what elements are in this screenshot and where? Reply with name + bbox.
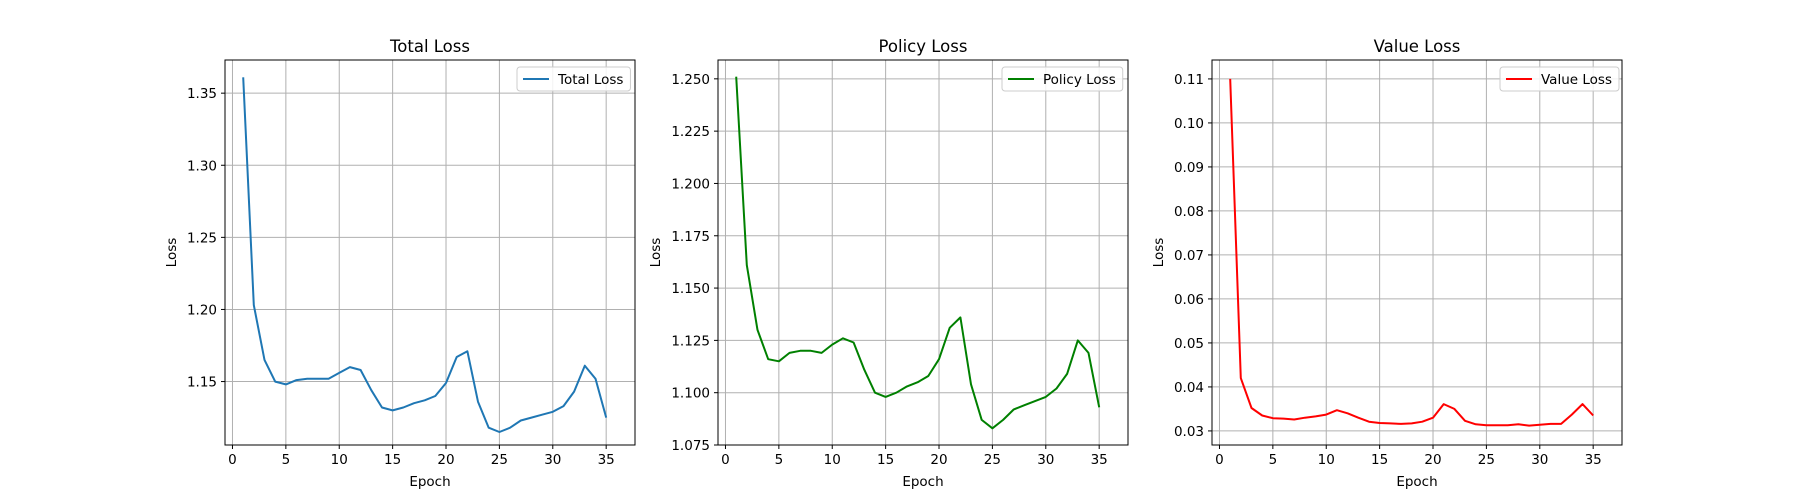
x-tick-label: 25 <box>1478 452 1495 468</box>
y-axis-label: Loss <box>648 238 664 268</box>
x-tick-label: 30 <box>1037 452 1054 468</box>
legend-label: Total Loss <box>557 72 623 88</box>
series-line <box>1229 78 1594 427</box>
y-tick-label: 1.200 <box>671 176 710 192</box>
plot-frame <box>717 59 1129 446</box>
legend-box <box>516 66 631 92</box>
x-tick-label: 35 <box>598 452 615 468</box>
x-tick-label: 25 <box>491 452 508 468</box>
y-tick-label: 0.04 <box>1174 380 1204 396</box>
x-tick-label: 5 <box>775 452 784 468</box>
chart-title: Value Loss <box>1374 37 1461 56</box>
x-tick-label: 20 <box>437 452 454 468</box>
y-tick-label: 1.250 <box>671 72 710 88</box>
x-tick-label: 10 <box>331 452 348 468</box>
x-tick-label: 30 <box>544 452 561 468</box>
x-tick-label: 15 <box>384 452 401 468</box>
y-tick-label: 0.09 <box>1174 160 1204 176</box>
y-tick-label: 1.225 <box>671 124 710 140</box>
x-tick-label: 0 <box>228 452 237 468</box>
x-tick-label: 30 <box>1531 452 1548 468</box>
y-tick-label: 1.30 <box>187 158 217 174</box>
chart-title: Policy Loss <box>879 37 968 56</box>
x-tick-label: 20 <box>930 452 947 468</box>
x-tick-label: 25 <box>984 452 1001 468</box>
y-axis-label: Loss <box>1151 238 1167 268</box>
x-tick-label: 15 <box>877 452 894 468</box>
plot-frame <box>1211 59 1623 446</box>
y-tick-label: 1.175 <box>671 229 710 245</box>
y-tick-label: 1.35 <box>187 86 217 102</box>
y-tick-label: 0.10 <box>1174 116 1204 132</box>
y-axis-label: Loss <box>164 238 180 268</box>
y-tick-label: 1.100 <box>671 386 710 402</box>
x-tick-label: 10 <box>824 452 841 468</box>
legend-label: Value Loss <box>1541 72 1612 88</box>
x-tick-label: 5 <box>282 452 291 468</box>
x-tick-label: 10 <box>1318 452 1335 468</box>
legend-box <box>1499 66 1620 92</box>
x-tick-label: 35 <box>1585 452 1602 468</box>
y-tick-label: 0.11 <box>1174 72 1204 88</box>
y-tick-label: 0.08 <box>1174 204 1204 220</box>
legend-box <box>1001 66 1124 92</box>
y-tick-label: 0.03 <box>1174 424 1204 440</box>
y-tick-label: 1.125 <box>671 333 710 349</box>
x-axis-label: Epoch <box>902 474 943 490</box>
y-tick-label: 0.05 <box>1174 336 1204 352</box>
x-tick-label: 15 <box>1371 452 1388 468</box>
series-line <box>735 76 1101 430</box>
x-tick-label: 0 <box>721 452 730 468</box>
x-tick-label: 5 <box>1269 452 1278 468</box>
y-tick-label: 1.075 <box>671 438 710 454</box>
y-tick-label: 1.25 <box>187 230 217 246</box>
x-axis-label: Epoch <box>1396 474 1437 490</box>
x-tick-label: 0 <box>1215 452 1224 468</box>
series-line <box>242 77 608 433</box>
legend-label: Policy Loss <box>1043 72 1116 88</box>
y-tick-label: 0.06 <box>1174 292 1204 308</box>
policy-loss-panel: 0 5 10 15 20 25 30 35 1.075 1.100 1.125 1.150 1.175 1… <box>648 37 1129 490</box>
x-axis-label: Epoch <box>409 474 450 490</box>
y-tick-label: 1.20 <box>187 302 217 318</box>
x-tick-label: 35 <box>1091 452 1108 468</box>
y-tick-label: 1.150 <box>671 281 710 297</box>
x-tick-label: 20 <box>1424 452 1441 468</box>
value-loss-panel: 0 5 10 15 20 25 30 35 0.03 0.04 0.05 0.06 0.07 0.08 0.… <box>1151 37 1623 490</box>
total-loss-panel: 0 5 10 15 20 25 30 35 1.15 1.20 1.25 1.30 1.35 Total… <box>164 37 636 490</box>
y-tick-label: 1.15 <box>187 375 217 391</box>
grid <box>1212 60 1622 445</box>
plot-frame <box>224 59 636 446</box>
chart-title: Total Loss <box>389 37 470 56</box>
y-tick-label: 0.07 <box>1174 248 1204 264</box>
